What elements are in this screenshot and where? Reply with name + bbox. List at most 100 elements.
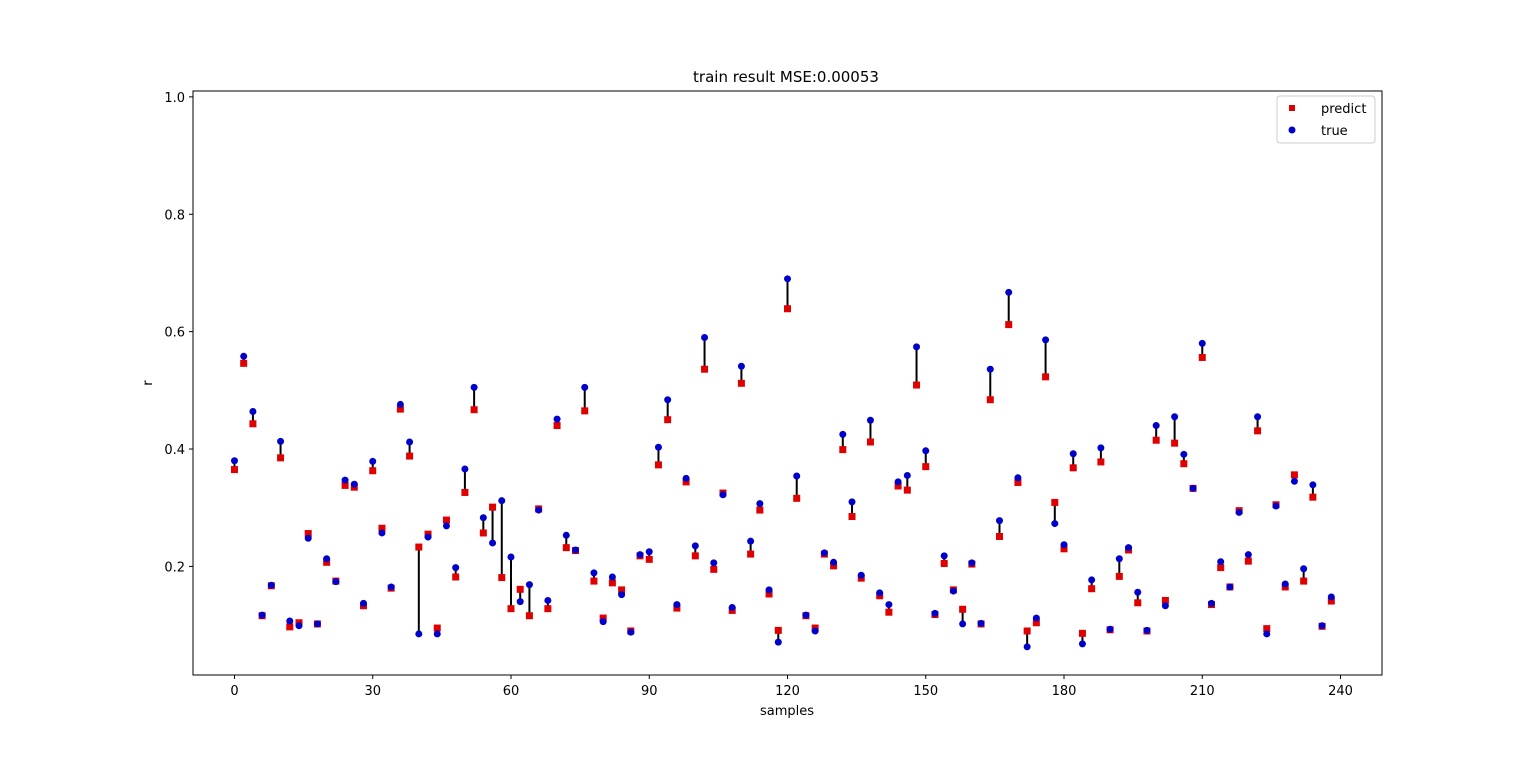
predict-point: [1134, 599, 1142, 607]
true-point: [525, 581, 533, 589]
true-point: [277, 437, 285, 445]
predict-point: [913, 381, 921, 389]
true-point: [1235, 508, 1243, 516]
true-point: [304, 534, 312, 542]
predict-point: [1115, 572, 1123, 580]
true-point: [913, 343, 921, 351]
predict-point: [645, 555, 653, 563]
true-point: [295, 622, 303, 630]
true-point: [664, 396, 672, 404]
predict-point: [1309, 493, 1317, 501]
true-point: [986, 365, 994, 373]
predict-point: [1005, 321, 1013, 329]
true-point: [498, 497, 506, 505]
true-point: [230, 457, 238, 465]
true-point: [811, 627, 819, 635]
predict-point: [452, 573, 460, 581]
predict-point: [1051, 498, 1059, 506]
true-point: [728, 604, 736, 612]
true-point: [802, 611, 810, 619]
predict-point: [562, 544, 570, 552]
true-point: [507, 553, 515, 561]
predict-point: [1060, 545, 1068, 553]
predict-point: [1180, 460, 1188, 468]
true-point: [1290, 477, 1298, 485]
x-tick-label: 150: [913, 684, 938, 699]
predict-point: [756, 506, 764, 514]
true-point: [608, 573, 616, 581]
predict-point: [664, 416, 672, 424]
predict-point: [406, 452, 414, 460]
true-point: [876, 589, 884, 597]
predict-point: [525, 612, 533, 620]
true-point: [424, 533, 432, 541]
true-point: [1042, 336, 1050, 344]
predict-point: [774, 626, 782, 634]
true-point: [1180, 450, 1188, 458]
true-point: [553, 415, 561, 423]
predict-point: [461, 488, 469, 496]
true-point: [784, 275, 791, 283]
true-point: [1088, 576, 1096, 584]
true-point: [415, 630, 423, 638]
true-point: [710, 559, 718, 567]
x-tick-label: 90: [641, 684, 658, 699]
true-point: [442, 522, 450, 530]
true-point: [1023, 643, 1031, 651]
true-point: [249, 407, 257, 415]
true-point: [866, 416, 874, 424]
legend-true-marker: [1288, 126, 1296, 134]
true-point: [313, 620, 321, 628]
x-tick-label: 30: [364, 684, 381, 699]
true-point: [774, 638, 782, 646]
true-point: [1106, 625, 1114, 633]
true-point: [959, 620, 967, 628]
true-point: [1244, 551, 1252, 559]
predict-point: [249, 420, 257, 428]
predict-point: [959, 605, 967, 613]
predict-point: [396, 405, 404, 413]
true-point: [323, 555, 331, 563]
predict-point: [682, 478, 690, 486]
y-tick-label: 0.6: [164, 326, 185, 341]
predict-point: [691, 552, 699, 560]
true-point: [1281, 580, 1289, 588]
predict-point: [553, 422, 561, 430]
predict-point: [378, 524, 386, 532]
true-point: [756, 500, 764, 508]
true-point: [885, 601, 893, 609]
predict-point: [737, 379, 745, 387]
predict-point: [230, 466, 238, 474]
legend-box: [1276, 95, 1376, 144]
x-tick-label: 180: [1052, 684, 1077, 699]
predict-point: [581, 407, 589, 415]
predict-point: [765, 590, 773, 598]
legend-true-label: true: [1321, 124, 1348, 139]
true-point: [240, 352, 248, 360]
predict-point: [369, 467, 377, 475]
true-point: [701, 334, 709, 342]
true-point: [1051, 520, 1059, 528]
true-point: [479, 514, 487, 522]
predict-point: [866, 438, 874, 446]
predict-point: [1263, 625, 1271, 633]
predict-point: [1254, 427, 1262, 435]
predict-point: [1198, 353, 1206, 361]
predict-point: [507, 605, 515, 613]
true-point: [894, 478, 902, 486]
true-point: [627, 628, 635, 636]
predict-point: [1171, 439, 1179, 447]
true-point: [581, 383, 589, 391]
predict-point: [544, 605, 552, 613]
true-point: [1032, 614, 1040, 622]
predict-point: [442, 516, 450, 524]
true-point: [949, 587, 957, 595]
y-tick-label: 0.8: [164, 208, 185, 223]
true-point: [719, 491, 727, 499]
true-point: [737, 362, 745, 370]
true-point: [1060, 541, 1068, 549]
true-point: [636, 551, 644, 559]
predict-point: [903, 486, 911, 494]
predict-point: [1217, 564, 1225, 572]
predict-point: [654, 461, 662, 469]
